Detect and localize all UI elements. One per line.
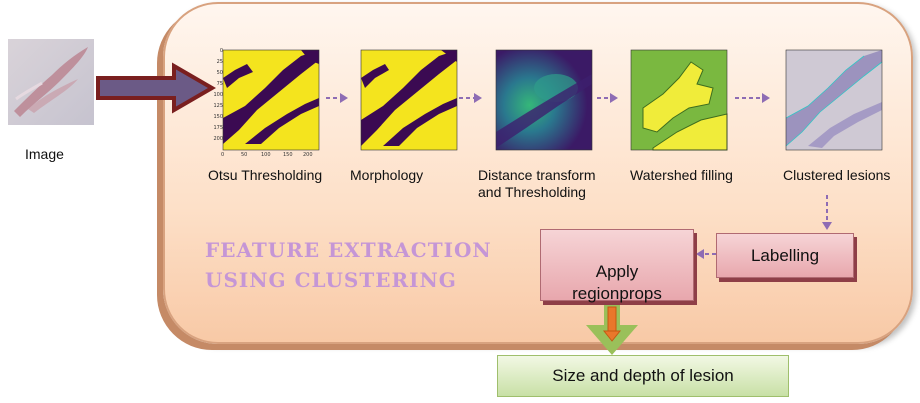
step-caption-clustered: Clustered lesions — [783, 167, 891, 183]
plot-x-ticks: 0 50 100 150 200 — [221, 152, 321, 160]
labelling-box: Labelling — [716, 233, 854, 278]
watershed-plot — [613, 48, 733, 163]
x-tick: 150 — [283, 152, 293, 158]
y-tick: 25 — [216, 59, 223, 65]
regionprops-box: Apply regionprops — [540, 229, 694, 303]
y-tick: 200 — [213, 136, 223, 142]
x-tick: 50 — [241, 152, 248, 158]
step-caption-morphology: Morphology — [350, 167, 424, 183]
panel-title-line2: USING CLUSTERING — [205, 268, 457, 292]
panel-title: FEATURE EXTRACTION USING CLUSTERING — [205, 235, 492, 295]
x-tick: 100 — [261, 152, 271, 158]
x-tick: 200 — [303, 152, 313, 158]
y-tick: 150 — [213, 114, 223, 120]
y-tick: 175 — [213, 125, 223, 131]
result-arrow — [586, 305, 638, 355]
distance-transform-plot — [478, 48, 598, 163]
step-caption-otsu: Otsu Thresholding — [208, 167, 323, 183]
clustered-lesions-plot — [768, 48, 888, 163]
morphology-plot — [343, 48, 463, 163]
y-tick: 50 — [216, 70, 223, 76]
input-image — [8, 39, 94, 125]
result-label: Size and depth of lesion — [552, 366, 734, 385]
y-tick: 125 — [213, 103, 223, 109]
y-tick: 75 — [216, 81, 223, 87]
otsu-plot — [205, 48, 325, 163]
input-arrow — [96, 62, 216, 114]
regionprops-label: Apply regionprops — [572, 262, 662, 303]
y-tick: 100 — [213, 92, 223, 98]
panel-title-line1: FEATURE EXTRACTION — [205, 238, 492, 262]
y-tick: 0 — [219, 48, 223, 54]
x-tick: 0 — [221, 152, 225, 158]
input-image-label: Image — [25, 146, 64, 162]
step-caption-watershed: Watershed filling — [630, 167, 733, 183]
labelling-label: Labelling — [750, 246, 820, 265]
step-caption-distance-transform: Distance transform and Thresholding — [478, 167, 596, 200]
result-box: Size and depth of lesion — [497, 355, 789, 397]
